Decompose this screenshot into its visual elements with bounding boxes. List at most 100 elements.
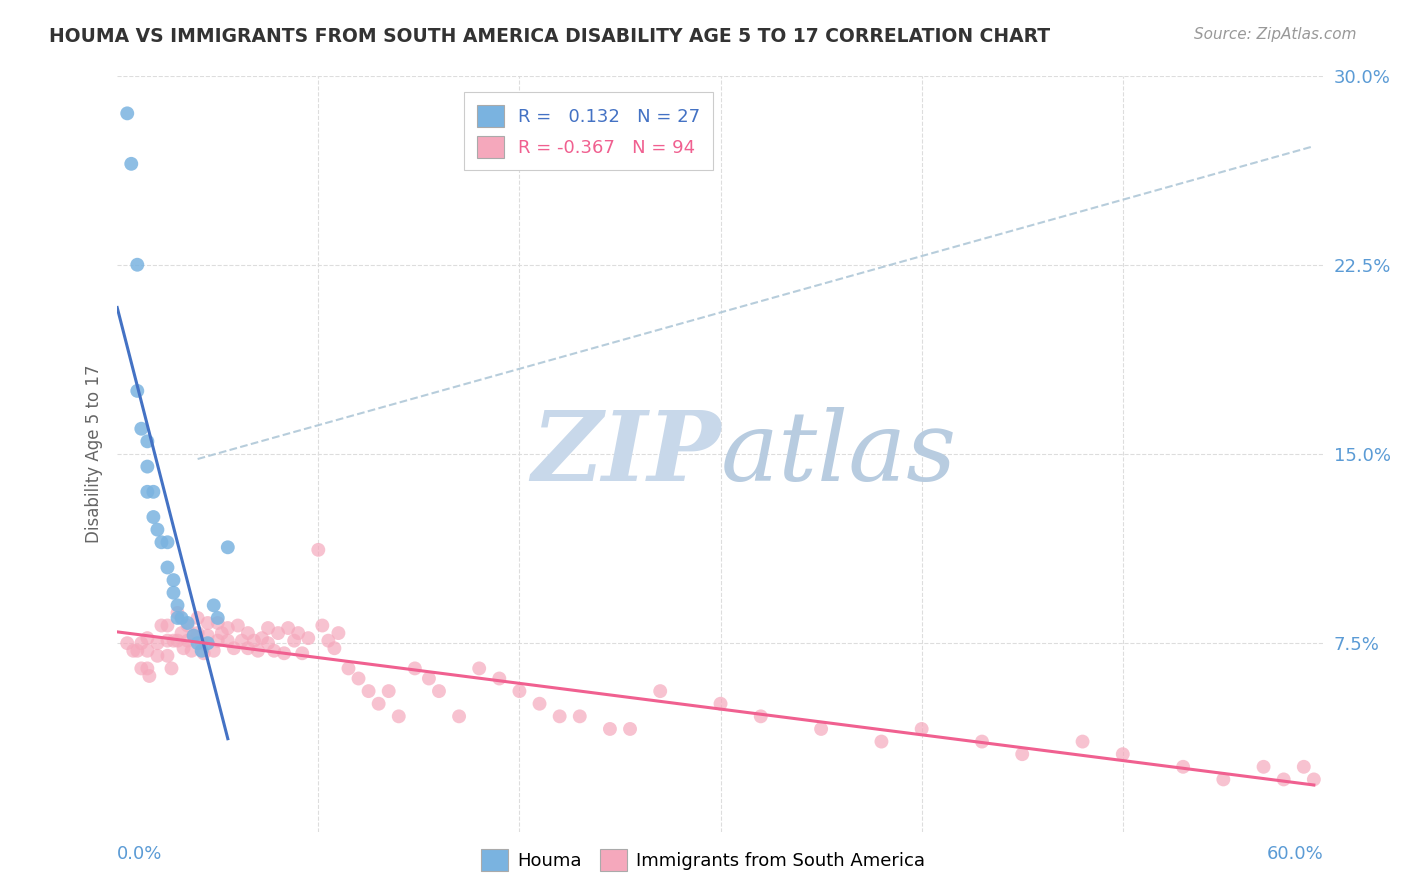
Point <box>156 560 179 574</box>
Y-axis label: Disability Age 5 to 17: Disability Age 5 to 17 <box>86 365 103 543</box>
Point <box>162 633 184 648</box>
Point <box>529 697 551 711</box>
Point <box>162 573 184 587</box>
Point <box>1112 747 1135 762</box>
Point <box>127 644 149 658</box>
Point <box>156 633 179 648</box>
Point <box>1272 772 1295 787</box>
Point <box>257 636 280 650</box>
Point <box>170 626 193 640</box>
Point <box>468 661 491 675</box>
Point <box>156 618 179 632</box>
Point <box>146 523 169 537</box>
Point <box>190 644 212 658</box>
Point <box>197 615 219 630</box>
Point <box>183 629 205 643</box>
Point <box>211 626 233 640</box>
Point <box>150 618 173 632</box>
Point <box>190 636 212 650</box>
Point <box>180 644 202 658</box>
Point <box>870 734 893 748</box>
Point <box>1171 760 1194 774</box>
Point <box>136 434 159 449</box>
Point <box>217 621 239 635</box>
Point <box>231 633 253 648</box>
Point <box>404 661 426 675</box>
Point <box>328 626 350 640</box>
Point <box>207 615 229 630</box>
Point <box>150 535 173 549</box>
Point <box>217 633 239 648</box>
Text: 0.0%: 0.0% <box>117 845 163 863</box>
Point <box>267 626 290 640</box>
Point <box>307 542 329 557</box>
Point <box>146 636 169 650</box>
Point <box>357 684 380 698</box>
Point <box>246 644 269 658</box>
Text: Source: ZipAtlas.com: Source: ZipAtlas.com <box>1194 27 1357 42</box>
Point <box>1011 747 1033 762</box>
Point <box>187 636 209 650</box>
Point <box>146 648 169 663</box>
Point <box>236 641 259 656</box>
Point <box>263 644 285 658</box>
Point <box>347 672 370 686</box>
Point <box>197 636 219 650</box>
Point <box>136 631 159 645</box>
Point <box>138 669 160 683</box>
Point <box>311 618 333 632</box>
Point <box>619 722 641 736</box>
Point <box>449 709 471 723</box>
Point <box>120 157 142 171</box>
Point <box>599 722 621 736</box>
Point <box>166 606 188 620</box>
Point <box>122 644 145 658</box>
Point <box>131 422 153 436</box>
Point <box>277 621 299 635</box>
Point <box>136 484 159 499</box>
Point <box>243 633 266 648</box>
Point <box>142 510 165 524</box>
Point <box>1292 760 1315 774</box>
Point <box>749 709 772 723</box>
Point <box>156 535 179 549</box>
Legend: R =   0.132   N = 27, R = -0.367   N = 94: R = 0.132 N = 27, R = -0.367 N = 94 <box>464 92 713 170</box>
Point <box>202 599 225 613</box>
Point <box>650 684 672 698</box>
Point <box>297 631 319 645</box>
Point <box>187 611 209 625</box>
Point <box>117 636 139 650</box>
Point <box>127 258 149 272</box>
Point <box>318 633 340 648</box>
Point <box>568 709 591 723</box>
Point <box>131 636 153 650</box>
Point <box>367 697 389 711</box>
Point <box>187 626 209 640</box>
Point <box>222 641 245 656</box>
Text: atlas: atlas <box>720 407 956 501</box>
Point <box>176 618 198 632</box>
Point <box>162 585 184 599</box>
Point <box>207 611 229 625</box>
Point <box>236 626 259 640</box>
Point <box>127 384 149 398</box>
Legend: Houma, Immigrants from South America: Houma, Immigrants from South America <box>474 842 932 879</box>
Point <box>970 734 993 748</box>
Point <box>176 615 198 630</box>
Point <box>166 599 188 613</box>
Point <box>287 626 309 640</box>
Point <box>202 644 225 658</box>
Point <box>170 611 193 625</box>
Point <box>273 646 295 660</box>
Point <box>176 633 198 648</box>
Point <box>156 648 179 663</box>
Point <box>810 722 832 736</box>
Point <box>1212 772 1234 787</box>
Point <box>337 661 360 675</box>
Point <box>508 684 530 698</box>
Point <box>136 644 159 658</box>
Point <box>136 661 159 675</box>
Point <box>226 618 249 632</box>
Point <box>388 709 411 723</box>
Point <box>283 633 305 648</box>
